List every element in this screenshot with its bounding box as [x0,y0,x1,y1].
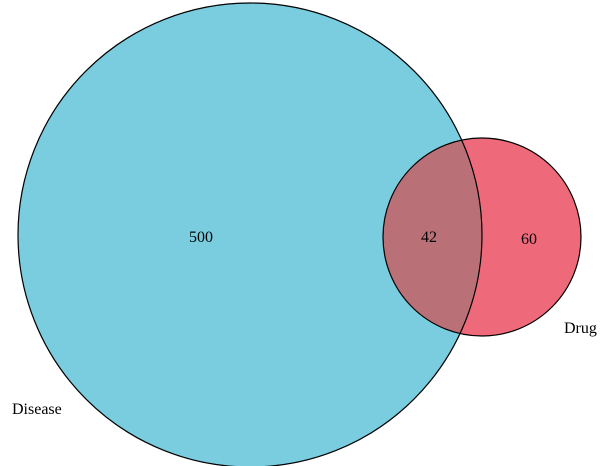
drug-only-count: 60 [521,231,537,248]
drug-set-outline [382,137,582,337]
intersection-region [383,138,482,336]
disease-set-circle [18,3,482,466]
disease-only-count: 500 [189,229,213,246]
drug-set-label: Drug [564,320,597,337]
intersection-count: 42 [421,229,437,246]
disease-set-label: Disease [12,401,62,418]
disease-set-outline [17,2,483,466]
